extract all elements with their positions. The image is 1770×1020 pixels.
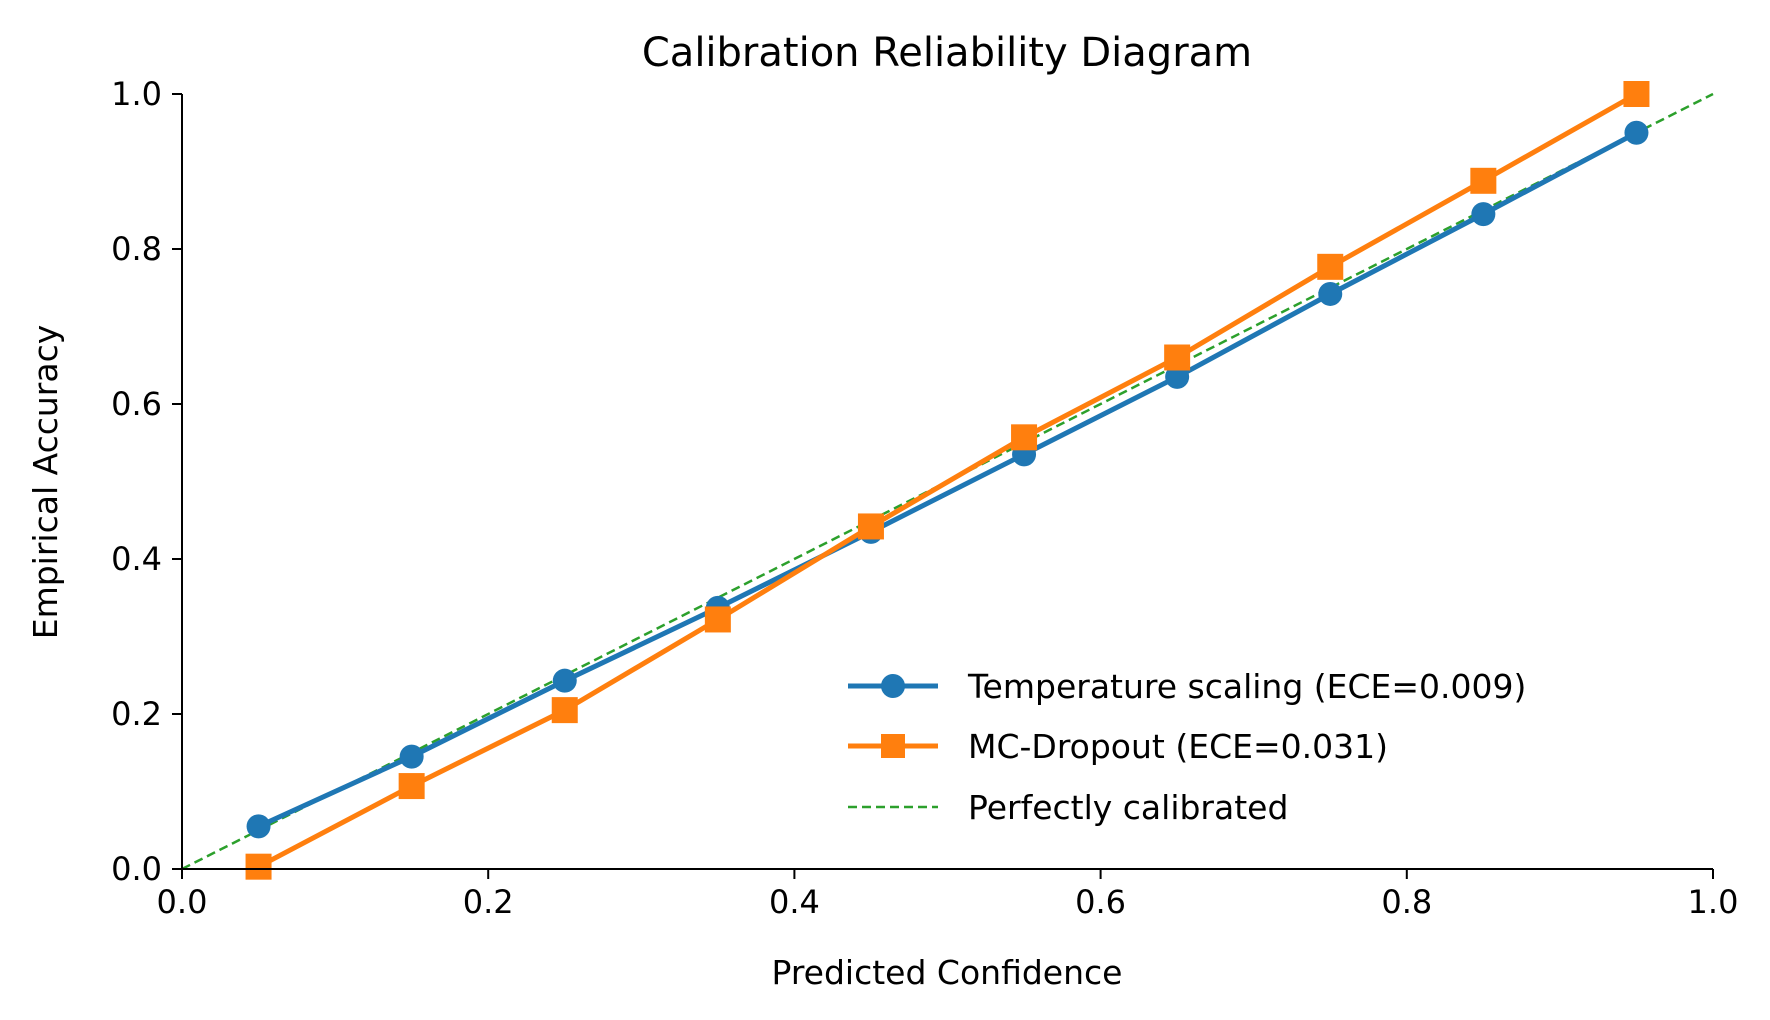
data-point-circle bbox=[1471, 202, 1496, 227]
legend-temperature-marker bbox=[881, 674, 905, 698]
data-point-square bbox=[1317, 253, 1344, 280]
series-line bbox=[257, 130, 1638, 829]
legend-dropout-label: MC-Dropout (ECE=0.031) bbox=[968, 727, 1388, 766]
data-point-square bbox=[1164, 344, 1191, 371]
legend-temperature-label: Temperature scaling (ECE=0.009) bbox=[967, 667, 1526, 706]
legend-entry-mc-dropout: MC-Dropout (ECE=0.031) bbox=[848, 727, 1388, 766]
series-mc-dropout bbox=[245, 81, 1650, 880]
data-point-square bbox=[1011, 424, 1038, 451]
y-tick-label: 0.8 bbox=[111, 230, 162, 268]
data-point-square bbox=[245, 853, 272, 880]
legend-entry-perfectly-calibrated: Perfectly calibrated bbox=[848, 788, 1288, 827]
y-tick-label: 0.4 bbox=[111, 540, 162, 578]
data-point-circle bbox=[552, 668, 577, 693]
y-tick-label: 1.0 bbox=[111, 75, 162, 113]
x-tick-label: 0.4 bbox=[769, 883, 820, 921]
x-ticks: 0.0 0.2 0.4 0.6 0.8 1.0 bbox=[157, 869, 1739, 921]
data-point-square bbox=[551, 697, 578, 724]
x-tick-label: 0.8 bbox=[1381, 883, 1432, 921]
y-axis-label: Empirical Accuracy bbox=[26, 325, 65, 640]
x-tick-label: 0.6 bbox=[1075, 883, 1126, 921]
y-tick-label: 0.6 bbox=[111, 385, 162, 423]
legend-entry-temperature-scaling: Temperature scaling (ECE=0.009) bbox=[848, 667, 1526, 706]
data-point-circle bbox=[1318, 281, 1343, 306]
data-point-circle bbox=[399, 744, 424, 769]
axes: 0.0 0.2 0.4 0.6 0.8 1.0 0.0 0.2 0.4 0.6 0.8 1.0 bbox=[111, 75, 1738, 921]
legend-reference-label: Perfectly calibrated bbox=[968, 788, 1288, 827]
data-point-circle bbox=[1165, 364, 1190, 389]
y-tick-label: 0.2 bbox=[111, 695, 162, 733]
legend-dropout-marker bbox=[881, 734, 905, 758]
data-point-circle bbox=[246, 814, 271, 839]
x-tick-label: 1.0 bbox=[1688, 883, 1739, 921]
plot-area bbox=[181, 81, 1714, 880]
data-point-square bbox=[857, 513, 884, 540]
y-tick-label: 0.0 bbox=[111, 850, 162, 888]
x-tick-label: 0.0 bbox=[157, 883, 208, 921]
y-ticks: 0.0 0.2 0.4 0.6 0.8 1.0 bbox=[111, 75, 182, 888]
data-point-square bbox=[1470, 167, 1497, 194]
data-point-square bbox=[398, 773, 425, 800]
data-point-square bbox=[704, 606, 731, 633]
x-tick-label: 0.2 bbox=[463, 883, 514, 921]
series-layer bbox=[245, 81, 1650, 880]
series-line bbox=[257, 91, 1638, 869]
x-axis-label: Predicted Confidence bbox=[772, 953, 1123, 992]
chart-title: Calibration Reliability Diagram bbox=[642, 30, 1252, 76]
data-point-square bbox=[1623, 81, 1650, 107]
data-point-circle bbox=[1624, 120, 1649, 145]
legend: Temperature scaling (ECE=0.009) MC-Dropo… bbox=[848, 667, 1526, 827]
